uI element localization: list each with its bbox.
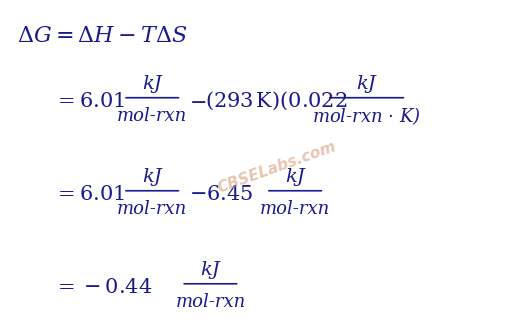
Text: mol-rxn: mol-rxn	[260, 200, 330, 218]
Text: $(293\,\mathrm{K})(0.022$: $(293\,\mathrm{K})(0.022$	[205, 90, 348, 112]
Text: $= 6.01$: $= 6.01$	[54, 91, 126, 111]
Text: CBSELabs.com: CBSELabs.com	[215, 139, 338, 196]
Text: $= 6.01$: $= 6.01$	[54, 185, 126, 204]
Text: $\Delta G = \Delta H - T\Delta S$: $\Delta G = \Delta H - T\Delta S$	[17, 25, 188, 47]
Text: kJ: kJ	[143, 168, 162, 186]
Text: kJ: kJ	[143, 75, 162, 93]
Text: $= -0.44$: $= -0.44$	[54, 278, 153, 296]
Text: $- 6.45$: $- 6.45$	[189, 185, 254, 204]
Text: kJ: kJ	[356, 75, 377, 93]
Text: $-$: $-$	[189, 91, 206, 111]
Text: mol-rxn: mol-rxn	[117, 200, 187, 218]
Text: kJ: kJ	[201, 261, 220, 279]
Text: kJ: kJ	[285, 168, 305, 186]
Text: mol-rxn: mol-rxn	[117, 107, 187, 125]
Text: mol-rxn $\cdot$ K): mol-rxn $\cdot$ K)	[312, 105, 421, 127]
Text: mol-rxn: mol-rxn	[176, 293, 246, 311]
